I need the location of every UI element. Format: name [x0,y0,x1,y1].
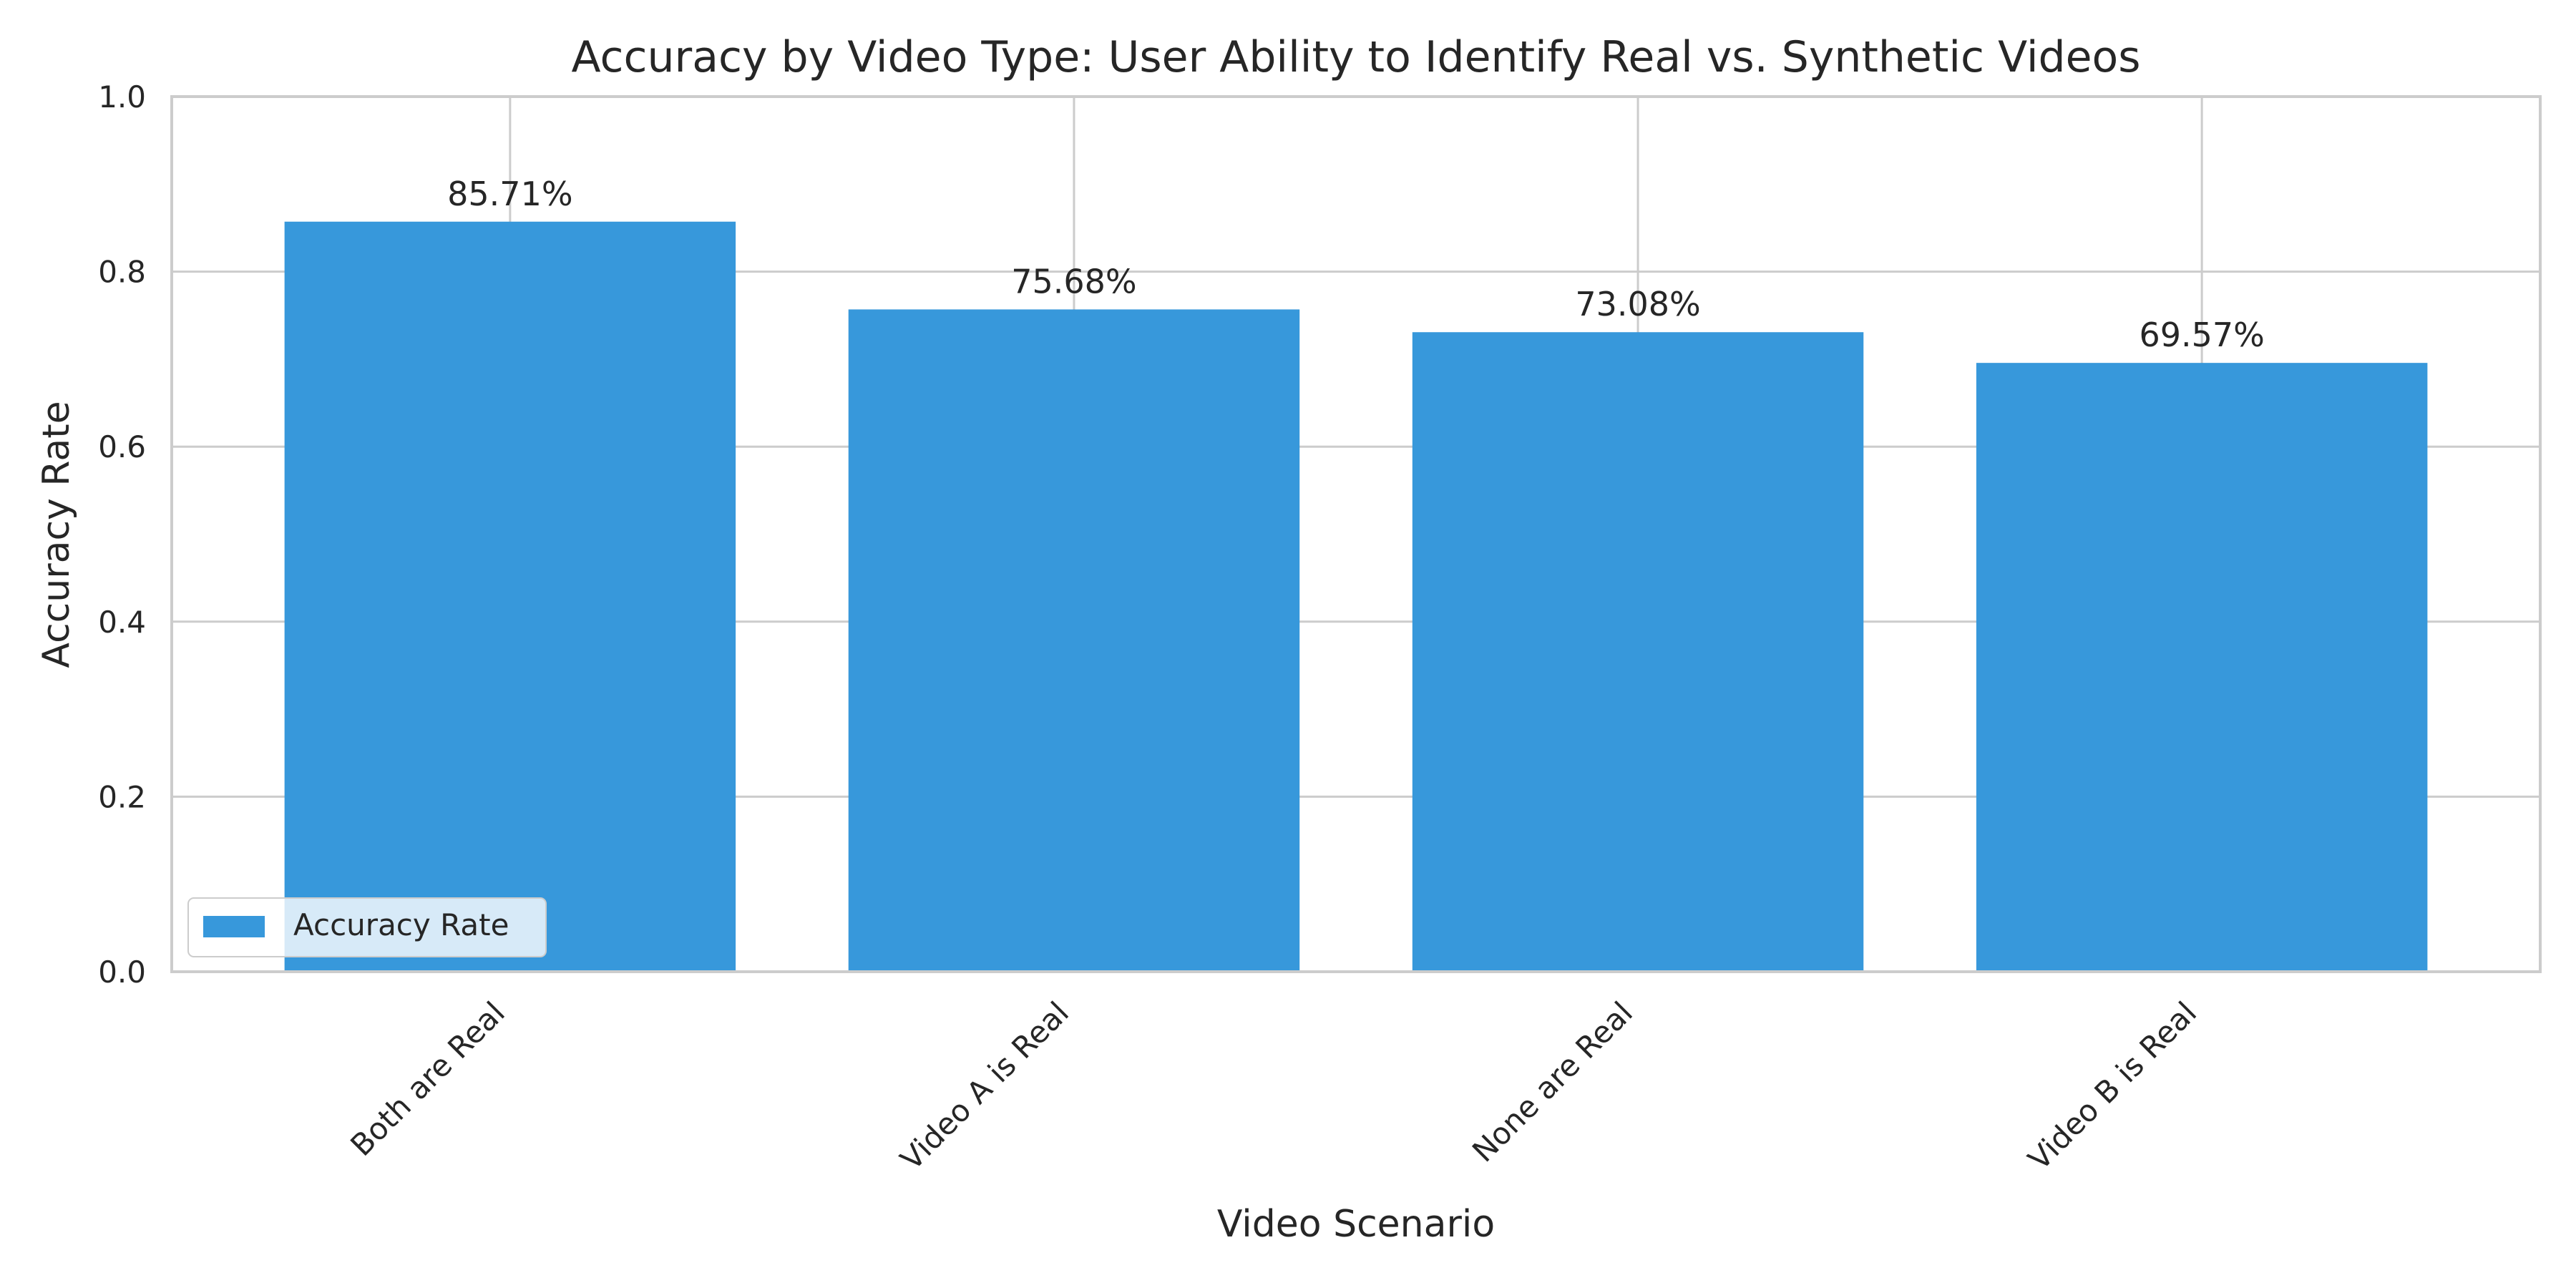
y-tick-label: 0.2 [98,779,146,814]
bar [284,221,736,972]
legend-swatch [203,916,265,937]
bar [848,309,1300,972]
bar-value-label: 75.68% [1011,262,1136,301]
y-tick-label: 0.6 [98,429,146,464]
y-tick-label: 0.4 [98,605,146,640]
y-tick-label: 0.0 [98,955,146,990]
axes-frame [170,95,2542,973]
y-tick-label: 1.0 [98,79,146,114]
y-axis-label: Accuracy Rate [35,401,78,668]
chart-title: Accuracy by Video Type: User Ability to … [572,32,2141,82]
bar [1976,363,2428,972]
bar-value-label: 73.08% [1575,285,1700,323]
data-labels: 85.71% 75.68% 73.08% 69.57% [447,175,2265,354]
bars [284,221,2428,972]
bar [1412,332,1864,972]
bar-value-label: 85.71% [447,175,572,213]
legend: Accuracy Rate [187,897,547,957]
x-axis-label: Video Scenario [1217,1203,1495,1246]
y-tick-label: 0.8 [98,255,146,290]
bar-value-label: 69.57% [2139,316,2264,354]
legend-frame [187,897,547,957]
legend-label: Accuracy Rate [293,907,509,942]
